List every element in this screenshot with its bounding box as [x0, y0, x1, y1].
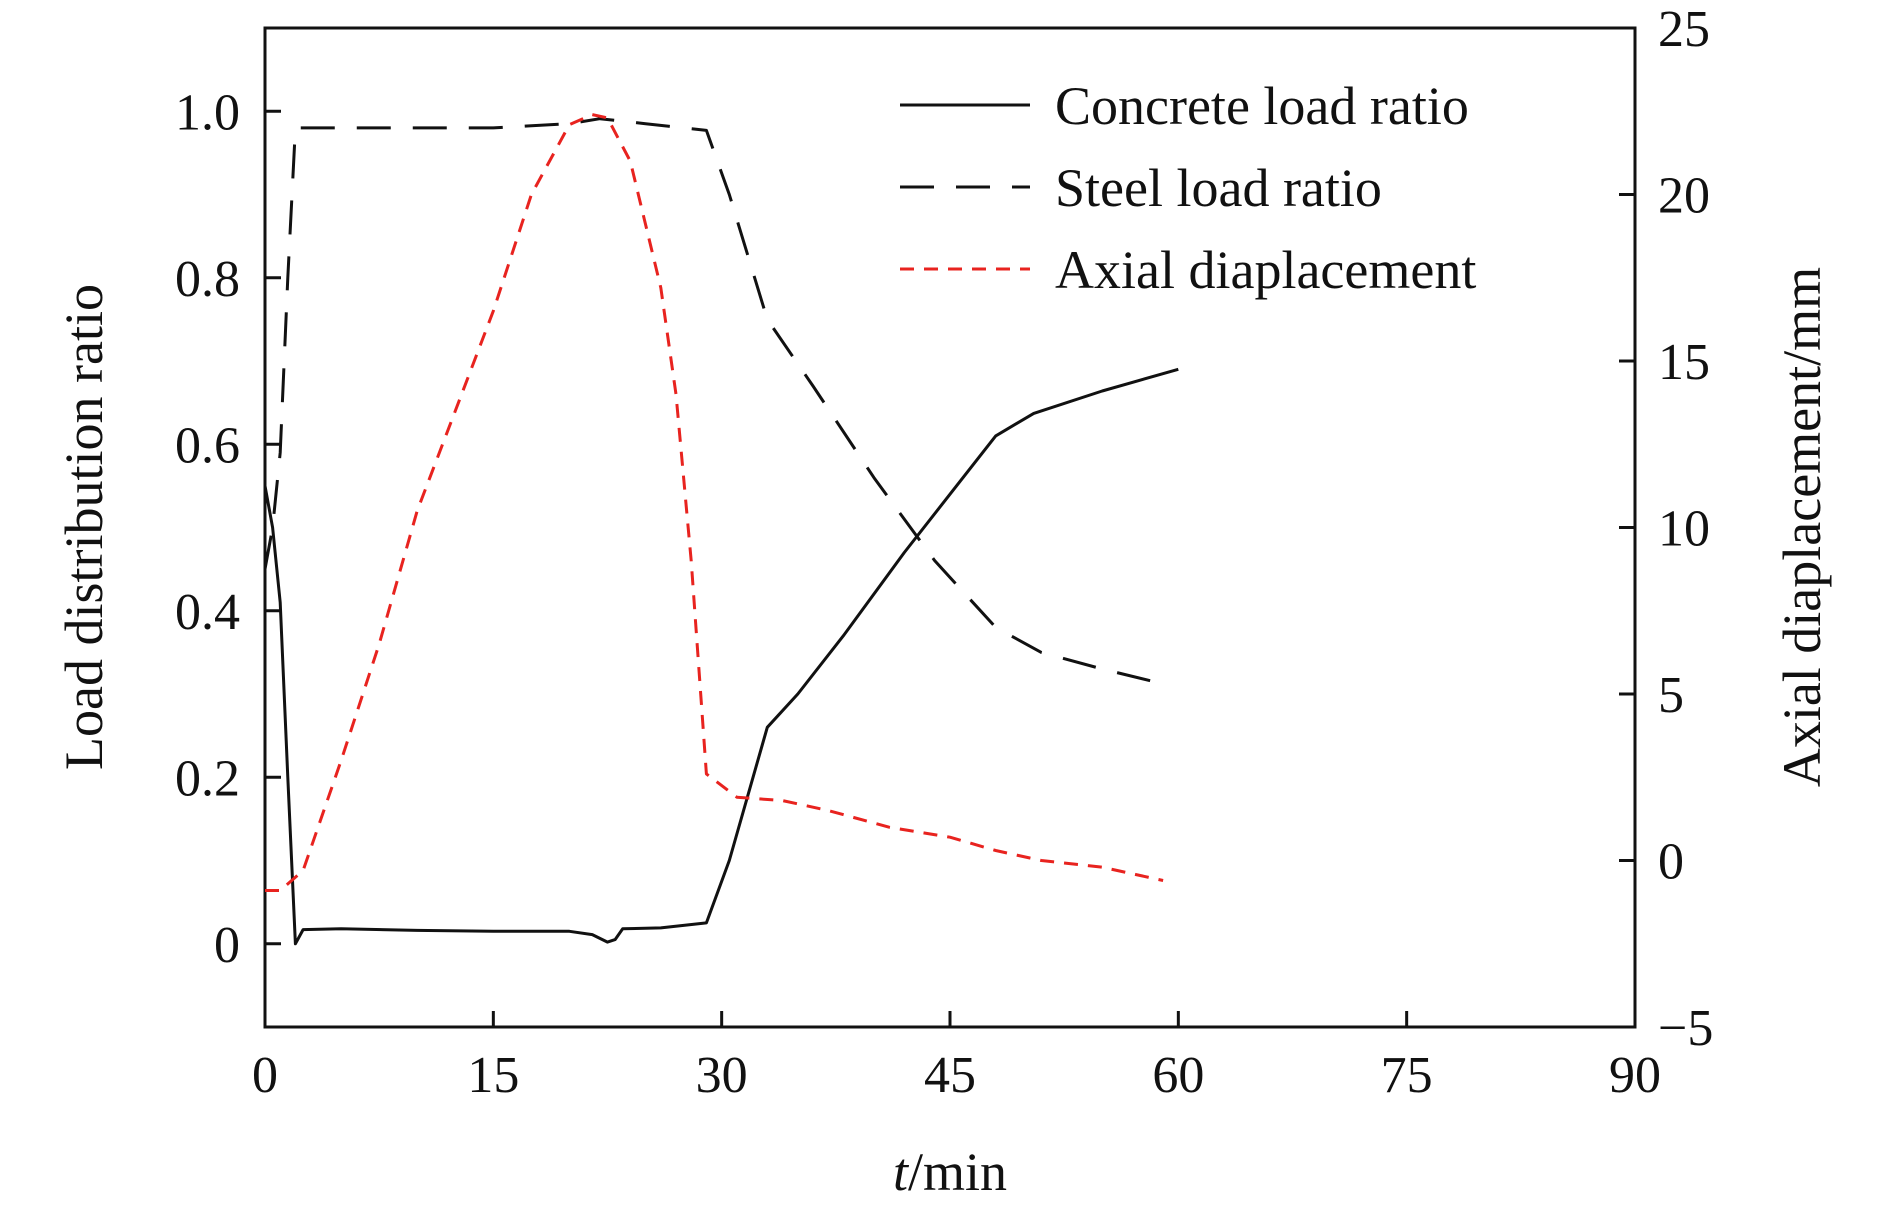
- left-y-axis-ticks: 0 0.2 0.4 0.6 0.8 1.0: [175, 84, 281, 974]
- x-axis-title: t/min: [893, 1142, 1007, 1202]
- x-tick-label: 60: [1152, 1047, 1204, 1104]
- right-y-tick-label: 20: [1658, 168, 1710, 225]
- right-y-axis-ticks: −5 0 5 10 15 20 25: [1619, 1, 1713, 1057]
- left-y-tick-label: 0.4: [175, 584, 240, 641]
- right-y-tick-label: 15: [1658, 334, 1710, 391]
- left-y-tick-label: 1.0: [175, 84, 240, 141]
- legend: Concrete load ratio Steel load ratio Axi…: [900, 76, 1476, 300]
- x-tick-label: 15: [467, 1047, 519, 1104]
- legend-label-concrete: Concrete load ratio: [1055, 76, 1469, 136]
- right-y-tick-label: 0: [1658, 834, 1684, 891]
- x-axis-ticks: 0 15 30 45 60 75 90: [252, 1011, 1661, 1104]
- right-y-axis-title: Axial diaplacement/mm: [1772, 267, 1832, 787]
- left-y-axis-title: Load distribution ratio: [54, 284, 114, 770]
- right-y-tick-label: 25: [1658, 1, 1710, 58]
- axial-displacement-line: [265, 113, 1164, 892]
- series-layer: [263, 113, 1179, 946]
- left-y-tick-label: 0.6: [175, 417, 240, 474]
- x-tick-label: 30: [696, 1047, 748, 1104]
- left-y-tick-label: 0.8: [175, 251, 240, 308]
- left-y-tick-label: 0.2: [175, 750, 240, 807]
- x-tick-label: 45: [924, 1047, 976, 1104]
- legend-label-steel: Steel load ratio: [1055, 158, 1382, 218]
- right-y-tick-label: 5: [1658, 667, 1684, 724]
- plot-frame: [263, 26, 1637, 1029]
- x-tick-label: 0: [252, 1047, 278, 1104]
- right-y-tick-label: 10: [1658, 501, 1710, 558]
- x-tick-label: 90: [1609, 1047, 1661, 1104]
- concrete-load-ratio-line: [263, 367, 1179, 946]
- steel-load-ratio-line: [263, 117, 1172, 688]
- x-tick-label: 75: [1381, 1047, 1433, 1104]
- right-y-tick-label: −5: [1658, 1000, 1713, 1057]
- left-y-tick-label: 0: [214, 917, 240, 974]
- legend-label-displacement: Axial diaplacement: [1055, 240, 1476, 300]
